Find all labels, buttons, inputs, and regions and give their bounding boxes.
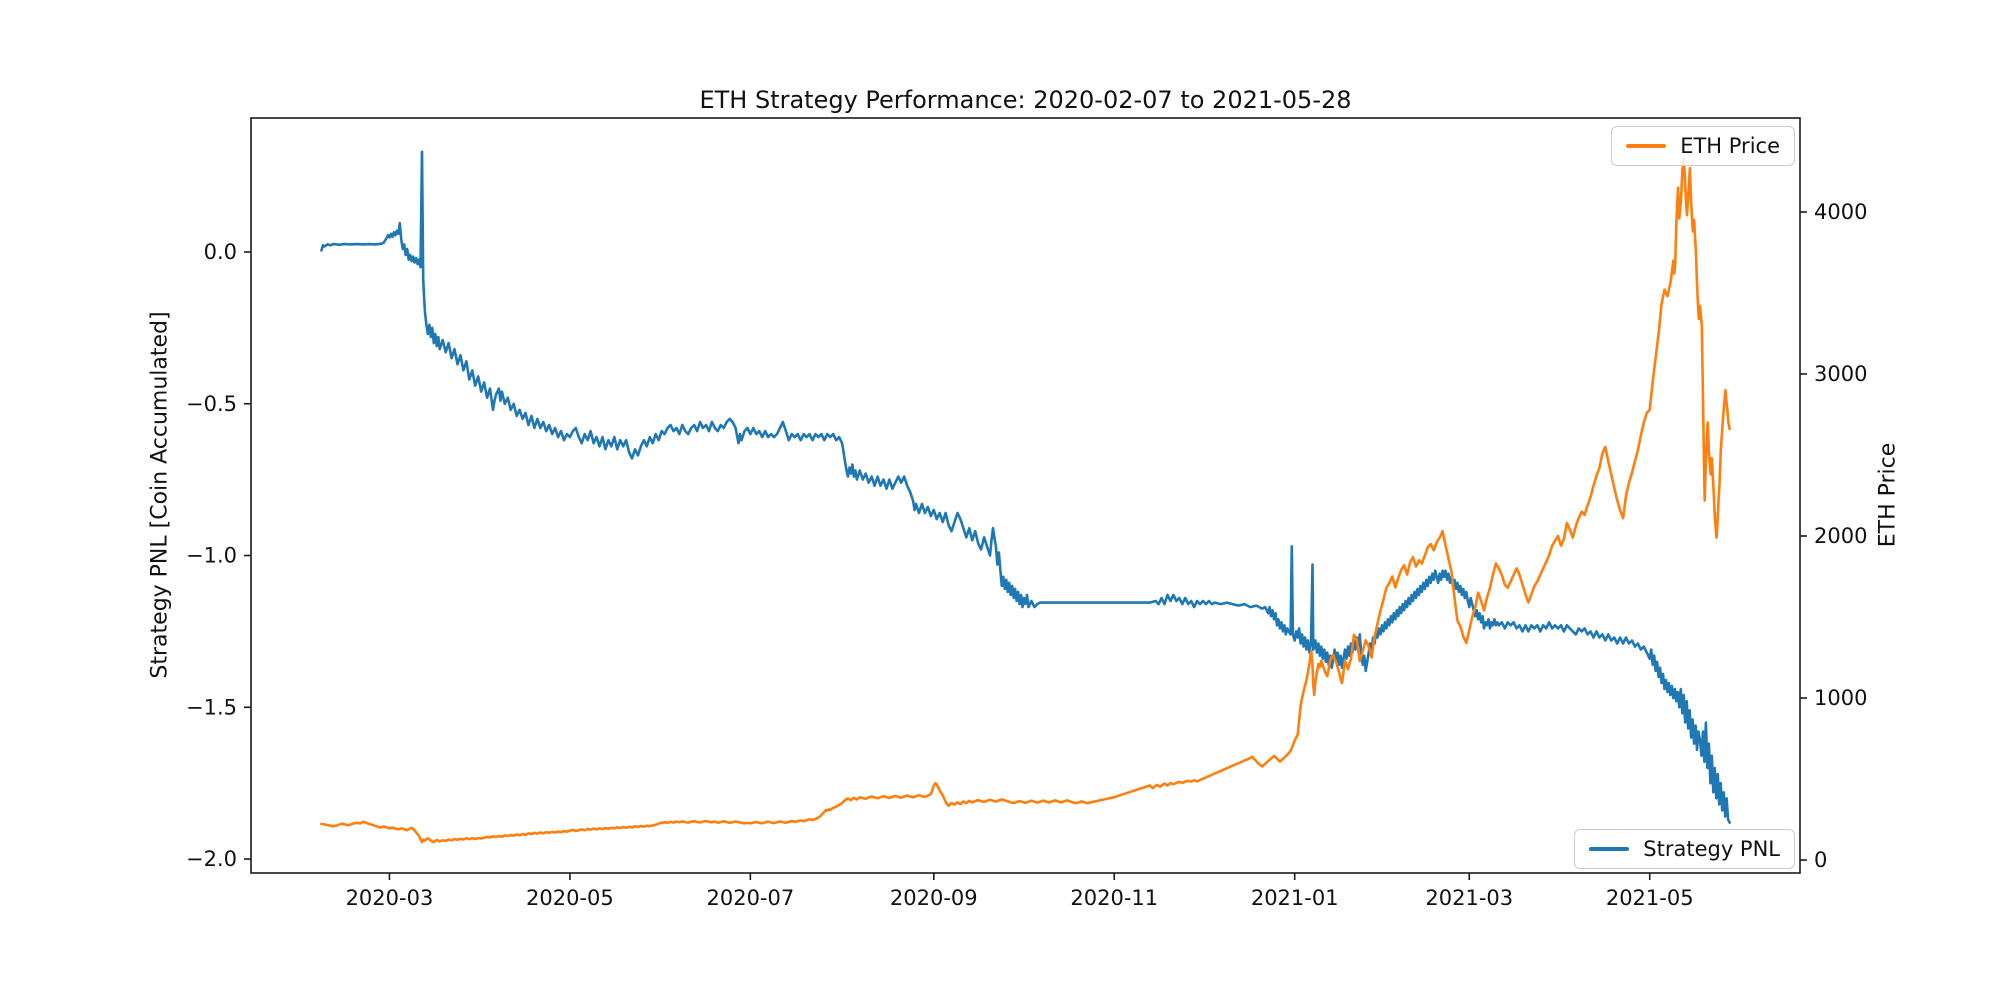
legend-eth-price-label: ETH Price xyxy=(1680,134,1780,158)
y-tick-label-right: 3000 xyxy=(1814,362,1867,386)
x-tick-label: 2020-05 xyxy=(526,886,614,910)
eth-price-line-sample xyxy=(1626,144,1667,148)
left-axis-title: Strategy PNL [Coin Accumulated] xyxy=(147,311,173,679)
x-tick-label: 2020-07 xyxy=(706,886,794,910)
x-tick-label: 2020-11 xyxy=(1070,886,1158,910)
x-tick-label: 2020-03 xyxy=(346,886,434,910)
legend-eth-price: ETH Price xyxy=(1611,126,1795,166)
chart-title: ETH Strategy Performance: 2020-02-07 to … xyxy=(699,86,1352,114)
y-tick-label-left: −1.0 xyxy=(186,544,237,568)
series-line-eth-price xyxy=(320,157,1731,844)
y-tick-label-right: 2000 xyxy=(1814,524,1867,548)
plot-border xyxy=(250,117,1801,874)
legend-strategy-pnl-label: Strategy PNL xyxy=(1643,837,1780,861)
x-tick-label: 2021-01 xyxy=(1251,886,1339,910)
legend-strategy-pnl: Strategy PNL xyxy=(1574,829,1795,869)
series-line-strategy-pnl xyxy=(320,150,1731,824)
y-tick-label-left: −1.5 xyxy=(186,695,237,719)
x-tick-label: 2021-05 xyxy=(1606,886,1694,910)
y-tick-label-right: 1000 xyxy=(1814,686,1867,710)
x-tick-label: 2020-09 xyxy=(890,886,978,910)
y-tick-label-left: −0.5 xyxy=(186,392,237,416)
strategy-pnl-line-sample xyxy=(1589,847,1630,851)
y-tick-label-left: −2.0 xyxy=(186,847,237,871)
y-tick-label-right: 4000 xyxy=(1814,200,1867,224)
y-tick-label-right: 0 xyxy=(1814,848,1827,872)
y-tick-label-left: 0.0 xyxy=(204,240,237,264)
x-tick-label: 2021-03 xyxy=(1425,886,1513,910)
right-axis-title: ETH Price xyxy=(1875,442,1901,548)
